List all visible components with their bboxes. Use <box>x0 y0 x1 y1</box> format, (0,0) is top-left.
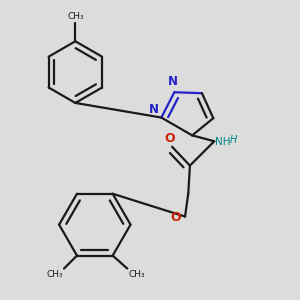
Text: O: O <box>171 211 181 224</box>
Text: N: N <box>168 75 178 88</box>
Text: O: O <box>164 132 175 145</box>
Text: CH₃: CH₃ <box>67 12 84 21</box>
Text: N: N <box>149 103 159 116</box>
Text: CH₃: CH₃ <box>128 270 145 279</box>
Text: CH₃: CH₃ <box>46 270 63 279</box>
Text: H: H <box>230 135 237 145</box>
Text: NH: NH <box>215 137 230 147</box>
